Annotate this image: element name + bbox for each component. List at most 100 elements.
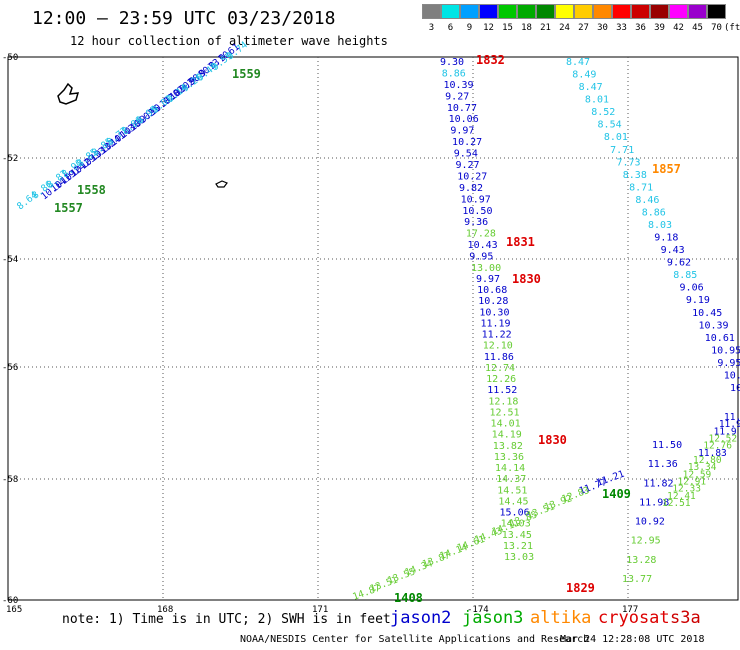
legend-swatch	[631, 4, 650, 19]
legend-swatch	[479, 4, 498, 19]
swh-value: 12.51	[489, 407, 519, 418]
swh-value: 8.52	[591, 107, 615, 118]
legend-swatch	[593, 4, 612, 19]
swh-value: 12.59	[683, 469, 712, 480]
legend-swatch	[517, 4, 536, 19]
swh-value: 11.82	[643, 478, 673, 489]
swh-value: 10.92	[635, 517, 665, 528]
altimeter-tracks: 10.1410.1910.2410.2910.3310.3210.4110.43…	[15, 39, 740, 605]
graticule	[8, 57, 738, 600]
swh-value: 12.51	[662, 498, 691, 509]
swh-value: 9.74	[225, 39, 250, 62]
swh-value: 13.00	[471, 263, 501, 274]
swh-value: 9.36	[464, 217, 488, 228]
swh-value: 12.80	[693, 455, 722, 466]
swh-value: 9.18	[654, 233, 678, 244]
axis-tick-labels: 165 168 171 -174 177 -50 -52 -54 -56 -58 -60	[2, 53, 638, 615]
lat-tick-label: -50	[2, 53, 18, 63]
time-label: 1558	[77, 183, 106, 197]
swh-value: 10.68	[477, 285, 507, 296]
swh-value: 8.47	[579, 82, 603, 93]
swh-value: 14.19	[492, 430, 522, 441]
map-frame	[7, 56, 739, 601]
swh-value: 9.97	[476, 274, 500, 285]
swh-value: 8.03	[648, 220, 672, 231]
islet-outline	[215, 180, 228, 188]
swh-value: 10	[730, 383, 740, 394]
lat-tick-label: -54	[2, 255, 18, 265]
swh-value: 8.01	[604, 132, 628, 143]
time-label: 1557	[54, 201, 83, 215]
swh-value: 9.54	[454, 149, 478, 160]
swh-value: 9.82	[459, 183, 483, 194]
swh-value: 14.01	[491, 419, 521, 430]
swh-value: 7.71	[610, 145, 634, 156]
swh-value: 11.9	[714, 426, 737, 437]
swh-value: 11.96	[724, 412, 740, 423]
legend-label: 9	[466, 23, 473, 33]
swh-value: 11.19	[480, 318, 510, 329]
swh-value: 12.26	[486, 374, 516, 385]
legend-swatch	[441, 4, 460, 19]
swh-value: 9.30	[440, 57, 464, 68]
footer-credit: NOAA/NESDIS Center for Satellite Applica…	[240, 634, 590, 645]
swh-value: 10.30	[479, 307, 509, 318]
swh-value: 8.49	[572, 70, 596, 81]
legend-swatch	[669, 4, 688, 19]
swh-value: 12.95	[631, 536, 661, 547]
legend-swatch	[650, 4, 669, 19]
swh-value: 10.39	[698, 320, 728, 331]
swh-value: 10.2	[724, 370, 740, 381]
legend-unit: (ft)	[724, 23, 740, 33]
swh-value: 14.37	[496, 474, 526, 485]
swh-value: 13.82	[493, 441, 523, 452]
swh-value: 8.47	[566, 57, 590, 68]
swh-value: 11.83	[698, 448, 727, 459]
swh-value: 10.61	[705, 333, 735, 344]
page-title: 12:00 — 23:59 UTC 03/23/2018	[32, 8, 336, 29]
lat-tick-label: -58	[2, 475, 18, 485]
footer-timestamp: Mar 24 12:28:08 UTC 2018	[560, 634, 705, 645]
swh-value: 12.76	[703, 441, 732, 452]
legend-label: 15	[502, 23, 513, 33]
swh-value: 11.97	[719, 419, 740, 430]
time-label: 1830	[538, 433, 567, 447]
legend-swatch	[707, 4, 726, 19]
note-text: note: 1) Time is in UTC; 2) SWH is in fe…	[62, 612, 391, 627]
swh-value: 9.27	[456, 160, 480, 171]
swh-value: 15.06	[500, 508, 530, 519]
legend-swatch	[612, 4, 631, 19]
swh-value: 10.45	[692, 308, 722, 319]
satellite-label-jason2: jason2	[390, 608, 452, 628]
swh-value: 12.18	[488, 396, 518, 407]
lon-tick-label: 165	[6, 605, 22, 615]
swh-value: 11.50	[652, 440, 682, 451]
time-label: 1830	[512, 272, 541, 286]
lat-tick-label: -56	[2, 363, 18, 373]
legend-label: 3	[428, 23, 435, 33]
swh-value: 13.34	[688, 462, 717, 473]
swh-value: 13.45	[502, 530, 532, 541]
swh-value: 10.39	[443, 80, 473, 91]
swh-value: 10.43	[468, 240, 498, 251]
swh-value: 9.27	[445, 91, 469, 102]
swh-value: 10.28	[478, 296, 508, 307]
swh-value: 9.97	[450, 126, 474, 137]
swh-value: 9.19	[686, 295, 710, 306]
page-subtitle: 12 hour collection of altimeter wave hei…	[70, 34, 388, 48]
swh-value: 11.86	[484, 352, 514, 363]
legend-label: 27	[578, 23, 589, 33]
time-label: 1829	[566, 581, 595, 595]
swh-value: 9.06	[680, 283, 704, 294]
swh-value: 12.33	[672, 484, 701, 495]
swh-value: 12.10	[483, 341, 513, 352]
legend-label: 42	[673, 23, 684, 33]
swh-value: 9.43	[661, 245, 685, 256]
lon-tick-label: 168	[157, 605, 173, 615]
swh-value: 8.85	[673, 270, 697, 281]
swh-value: 12.74	[485, 363, 515, 374]
swh-value: 10.77	[447, 103, 477, 114]
legend-swatch	[536, 4, 555, 19]
swh-value: 14.14	[495, 463, 525, 474]
